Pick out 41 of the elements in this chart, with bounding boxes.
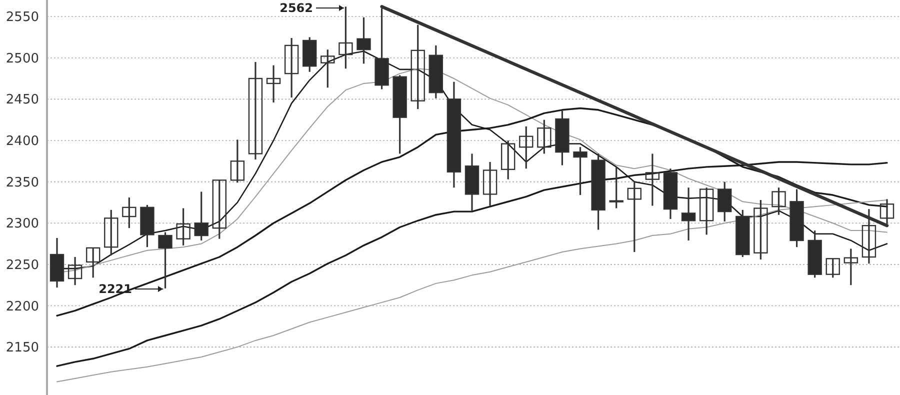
annotation: 2562	[280, 1, 313, 15]
candlestick	[826, 258, 840, 278]
candlestick	[645, 152, 660, 207]
candlestick	[266, 64, 281, 104]
y-tick-label: 2550	[6, 10, 39, 26]
candlestick	[609, 166, 624, 210]
candlestick	[356, 16, 371, 64]
candlestick	[248, 61, 263, 160]
candlestick	[482, 161, 498, 207]
candlestick	[230, 138, 245, 184]
candlestick	[122, 196, 136, 229]
candlestick	[176, 207, 190, 246]
candlestick	[537, 119, 552, 155]
y-tick-label: 2200	[6, 299, 39, 314]
candlestick	[844, 248, 858, 286]
candlestick	[500, 140, 516, 180]
candlestick	[212, 179, 226, 240]
y-tick-label: 2400	[6, 134, 39, 150]
candlestick	[718, 181, 732, 222]
candlestick	[410, 24, 425, 110]
candlestick	[320, 48, 335, 88]
y-tick-label: 2300	[6, 216, 39, 232]
candlestick	[86, 247, 100, 278]
candlestick	[104, 209, 118, 256]
annotation: 2221	[98, 282, 132, 296]
y-tick-label: 2500	[6, 51, 39, 66]
y-tick-label: 2350	[6, 175, 39, 190]
candlestick	[68, 256, 82, 286]
candlestick	[158, 231, 172, 290]
y-tick-label: 2450	[6, 92, 39, 108]
candlestick	[772, 186, 786, 216]
y-tick-label: 2150	[6, 340, 39, 356]
candlestick	[519, 126, 534, 170]
candlestick	[573, 146, 588, 196]
candlestick	[627, 181, 642, 253]
candlestick	[194, 190, 208, 242]
candlestick	[754, 199, 768, 260]
candlestick	[284, 37, 299, 98]
candlestick	[699, 186, 714, 236]
candlestick	[681, 186, 696, 242]
y-tick-label: 2250	[6, 258, 39, 273]
